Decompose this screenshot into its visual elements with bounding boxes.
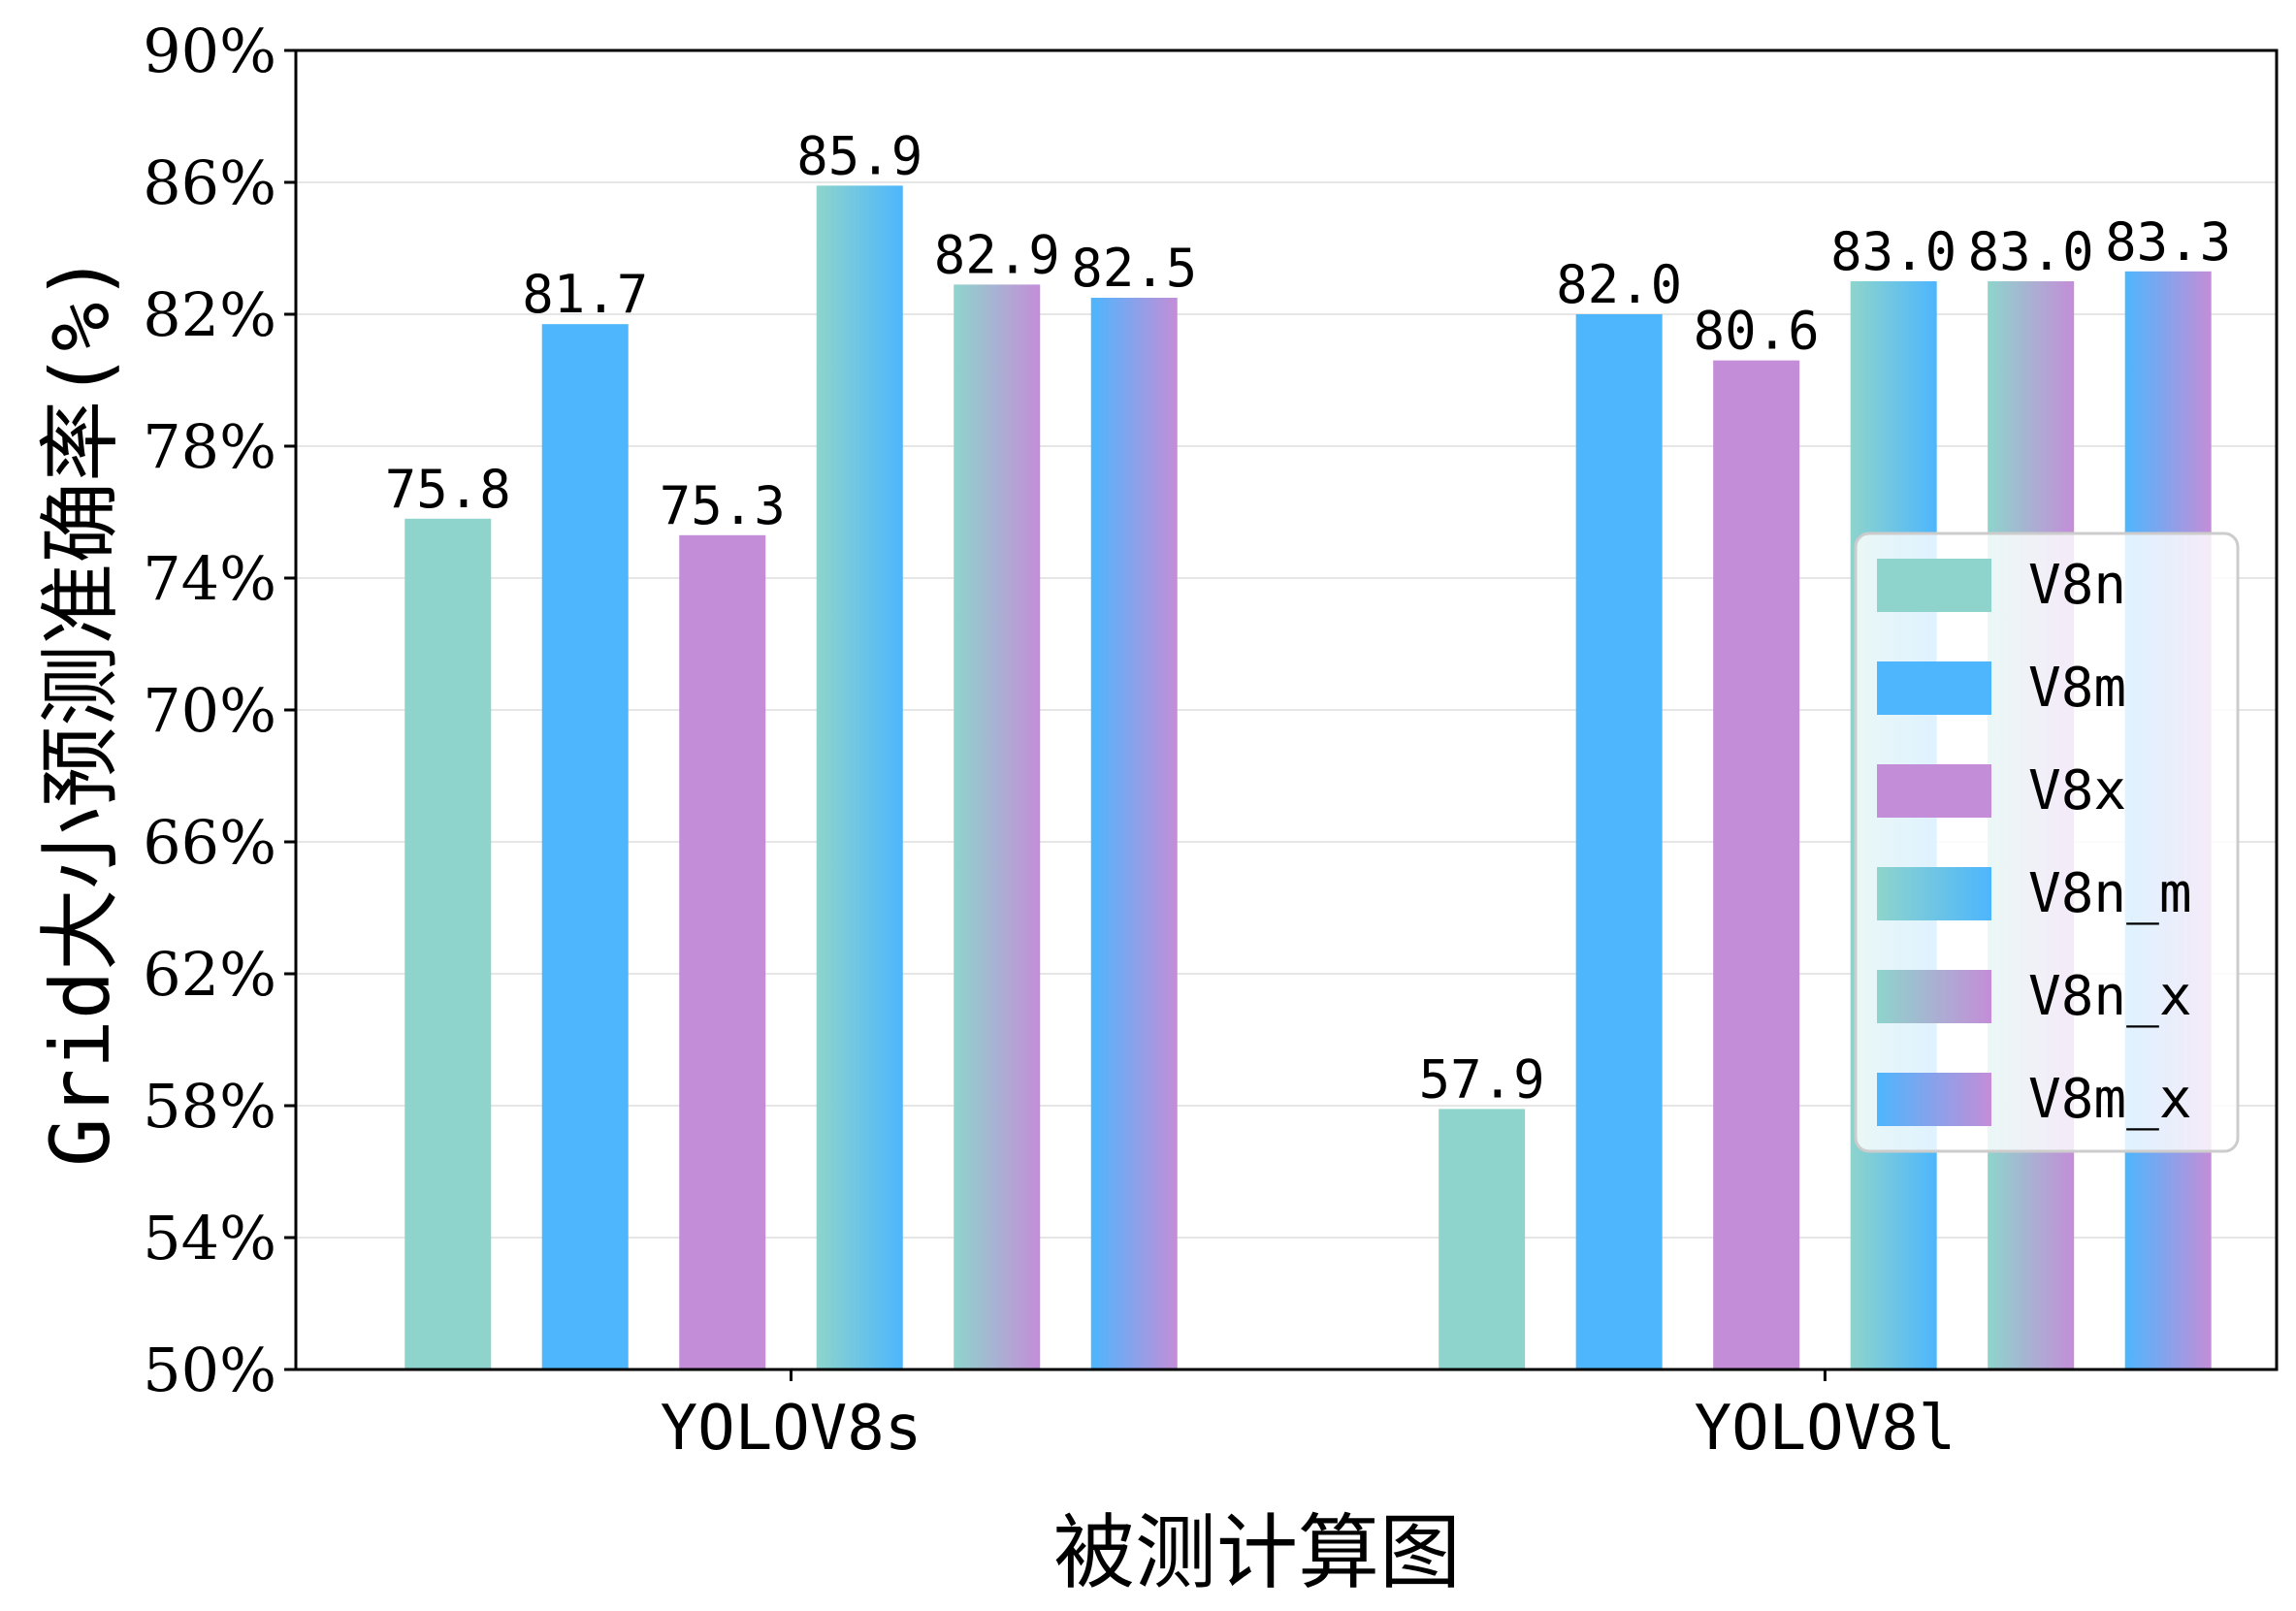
y-axis-title: Grid大小预测准确率(%) <box>33 253 128 1167</box>
bar-V8m-YOLOV8l <box>1575 314 1663 1369</box>
legend-entry: V8m <box>2028 657 2126 720</box>
legend-entry: V8n <box>2028 554 2126 617</box>
y-tick-label: 86% <box>143 147 276 218</box>
bar-V8m_x-YOLOV8s <box>1090 298 1178 1369</box>
legend-swatch <box>1877 661 1991 715</box>
bar-V8x-YOLOV8s <box>679 534 766 1369</box>
data-label: 82.5 <box>1071 238 1197 299</box>
bar-V8x-YOLOV8l <box>1713 360 1800 1370</box>
bar-V8n_m-YOLOV8s <box>816 185 903 1369</box>
y-tick-label: 66% <box>143 807 276 878</box>
x-tick-label: YOLOV8l <box>1695 1393 1956 1465</box>
y-tick-label: 54% <box>143 1203 276 1273</box>
legend-swatch <box>1877 559 1991 612</box>
y-tick-label: 58% <box>143 1071 276 1142</box>
legend-swatch <box>1877 764 1991 818</box>
legend-entry: V8n_x <box>2028 965 2192 1028</box>
bar-V8m-YOLOV8s <box>541 324 629 1370</box>
y-tick-label: 50% <box>143 1335 276 1405</box>
legend-box <box>1854 532 2240 1153</box>
data-label: 83.0 <box>1968 221 2094 282</box>
y-tick-label: 74% <box>143 543 276 614</box>
data-label: 82.0 <box>1556 254 1682 315</box>
y-axis-ticks: 50% 54% 58% 62% 66% 70% 74% 78% 82% 86% 90% <box>143 16 296 1405</box>
data-label: 82.9 <box>934 224 1060 285</box>
legend-entry: V8m_x <box>2028 1068 2192 1131</box>
data-label: 81.7 <box>522 264 648 325</box>
x-axis-ticks: YOLOV8s YOLOV8l <box>661 1369 1956 1465</box>
bar-V8n-YOLOV8l <box>1439 1109 1526 1369</box>
bar-V8n_x-YOLOV8s <box>954 284 1041 1369</box>
legend: V8n V8m V8x V8n_m V8n_x V8m_x <box>1854 532 2240 1153</box>
x-tick-label: YOLOV8s <box>661 1393 922 1465</box>
data-labels: 75.881.775.385.982.9 82.557.982.080.683.0… <box>385 125 2231 1110</box>
data-label: 83.3 <box>2105 211 2231 273</box>
y-tick-label: 70% <box>143 675 276 746</box>
y-tick-label: 78% <box>143 411 276 482</box>
legend-entry: V8x <box>2028 759 2126 822</box>
data-label: 85.9 <box>796 125 922 186</box>
y-tick-label: 90% <box>143 16 276 86</box>
y-tick-label: 62% <box>143 939 276 1010</box>
bar-V8n-YOLOV8s <box>404 518 492 1369</box>
x-axis-title: 被测计算图 <box>1053 1505 1461 1600</box>
data-label: 83.0 <box>1830 221 1956 282</box>
data-label: 75.3 <box>660 475 786 536</box>
data-label: 75.8 <box>385 459 511 520</box>
data-label: 80.6 <box>1694 301 1820 362</box>
legend-entry: V8n_m <box>2028 862 2192 925</box>
legend-swatch <box>1877 867 1991 920</box>
data-label: 57.9 <box>1419 1048 1545 1110</box>
bars <box>404 185 2212 1370</box>
y-tick-label: 82% <box>143 279 276 350</box>
legend-swatch <box>1877 970 1991 1023</box>
legend-swatch <box>1877 1073 1991 1126</box>
